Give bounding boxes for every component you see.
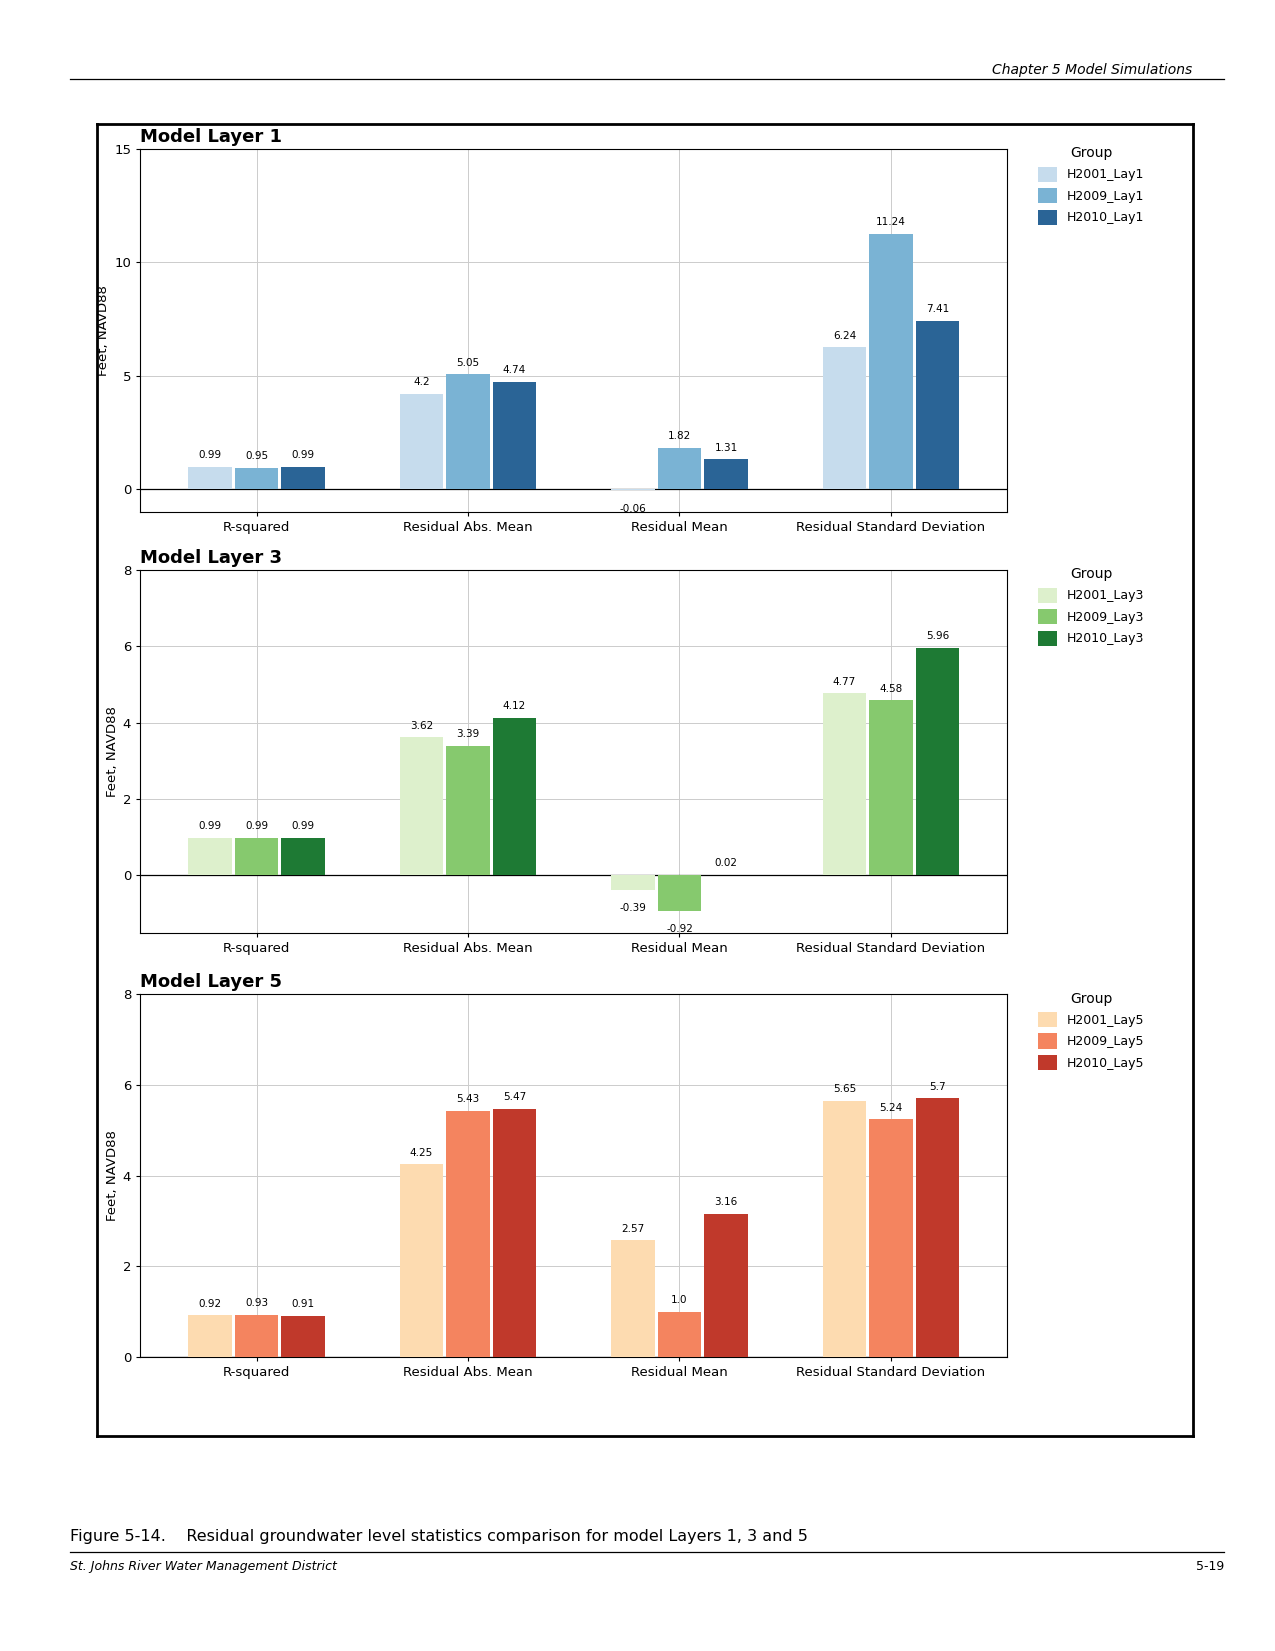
Text: Model Layer 5: Model Layer 5 — [140, 972, 282, 991]
Bar — [446, 746, 490, 875]
Bar — [822, 1101, 866, 1357]
Bar — [235, 1314, 278, 1357]
Bar — [658, 1311, 701, 1357]
Text: 3.39: 3.39 — [456, 730, 479, 740]
Bar — [658, 447, 701, 489]
Bar — [915, 1098, 959, 1357]
Text: 1.31: 1.31 — [714, 442, 738, 452]
Text: 3.62: 3.62 — [409, 720, 434, 730]
Text: 0.99: 0.99 — [199, 451, 222, 461]
Bar — [235, 467, 278, 489]
Text: 0.93: 0.93 — [245, 1298, 268, 1308]
Bar — [493, 718, 537, 875]
Text: Model Layer 1: Model Layer 1 — [140, 127, 282, 145]
Text: 0.95: 0.95 — [245, 451, 268, 461]
Text: 0.91: 0.91 — [292, 1299, 315, 1309]
Text: 5.47: 5.47 — [502, 1093, 527, 1103]
Text: -0.39: -0.39 — [620, 903, 646, 913]
Text: 4.77: 4.77 — [833, 677, 856, 687]
Bar — [870, 700, 913, 875]
Text: St. Johns River Water Management District: St. Johns River Water Management Distric… — [70, 1560, 337, 1573]
Text: 5-19: 5-19 — [1196, 1560, 1224, 1573]
Text: 0.02: 0.02 — [714, 859, 737, 868]
Bar — [611, 875, 654, 890]
Bar — [282, 837, 325, 875]
Bar — [822, 693, 866, 875]
Bar — [189, 1316, 232, 1357]
Bar — [822, 347, 866, 489]
Text: 4.74: 4.74 — [502, 365, 527, 375]
Text: Chapter 5 Model Simulations: Chapter 5 Model Simulations — [992, 63, 1192, 76]
Text: 5.43: 5.43 — [456, 1095, 479, 1105]
Bar — [915, 320, 959, 489]
Bar — [704, 1213, 747, 1357]
Y-axis label: Feet, NAVD88: Feet, NAVD88 — [106, 705, 119, 797]
Bar — [870, 234, 913, 489]
Text: 4.12: 4.12 — [502, 702, 527, 712]
Legend: H2001_Lay3, H2009_Lay3, H2010_Lay3: H2001_Lay3, H2009_Lay3, H2010_Lay3 — [1033, 563, 1149, 650]
Text: 4.58: 4.58 — [880, 684, 903, 693]
Text: 6.24: 6.24 — [833, 330, 856, 340]
Bar — [189, 837, 232, 875]
Bar — [611, 1240, 654, 1357]
Text: 0.92: 0.92 — [199, 1299, 222, 1309]
Text: 4.2: 4.2 — [413, 376, 430, 388]
Text: 3.16: 3.16 — [714, 1197, 738, 1207]
Bar — [282, 1316, 325, 1357]
Text: 4.25: 4.25 — [409, 1147, 434, 1157]
Bar — [870, 1119, 913, 1357]
Bar — [282, 467, 325, 489]
Bar — [400, 1164, 444, 1357]
Text: -0.92: -0.92 — [666, 923, 692, 934]
Text: 0.99: 0.99 — [292, 821, 315, 830]
Bar — [235, 837, 278, 875]
Bar — [189, 467, 232, 489]
Text: 7.41: 7.41 — [926, 304, 949, 314]
Bar — [704, 459, 747, 489]
Text: 0.99: 0.99 — [199, 821, 222, 830]
Text: 2.57: 2.57 — [621, 1223, 645, 1233]
Text: 5.7: 5.7 — [929, 1081, 946, 1091]
Y-axis label: Feet, NAVD88: Feet, NAVD88 — [97, 284, 110, 376]
Bar — [400, 736, 444, 875]
Text: Model Layer 3: Model Layer 3 — [140, 548, 282, 566]
Legend: H2001_Lay1, H2009_Lay1, H2010_Lay1: H2001_Lay1, H2009_Lay1, H2010_Lay1 — [1033, 142, 1149, 229]
Text: 5.65: 5.65 — [833, 1085, 856, 1095]
Text: 11.24: 11.24 — [876, 218, 905, 228]
Legend: H2001_Lay5, H2009_Lay5, H2010_Lay5: H2001_Lay5, H2009_Lay5, H2010_Lay5 — [1033, 987, 1150, 1075]
Bar — [493, 1109, 537, 1357]
Bar — [446, 1111, 490, 1357]
Text: Figure 5-14.    Residual groundwater level statistics comparison for model Layer: Figure 5-14. Residual groundwater level … — [70, 1529, 808, 1544]
Bar — [493, 381, 537, 489]
Text: 1.82: 1.82 — [668, 431, 691, 441]
Text: 5.05: 5.05 — [456, 358, 479, 368]
Text: 1.0: 1.0 — [671, 1294, 687, 1306]
Bar — [400, 395, 444, 489]
Bar — [446, 375, 490, 489]
Text: 5.96: 5.96 — [926, 631, 949, 641]
Text: 0.99: 0.99 — [245, 821, 268, 830]
Bar — [658, 875, 701, 911]
Text: -0.06: -0.06 — [620, 504, 646, 513]
Y-axis label: Feet, NAVD88: Feet, NAVD88 — [106, 1129, 119, 1222]
Text: 5.24: 5.24 — [880, 1103, 903, 1113]
Text: 0.99: 0.99 — [292, 451, 315, 461]
Bar — [915, 647, 959, 875]
